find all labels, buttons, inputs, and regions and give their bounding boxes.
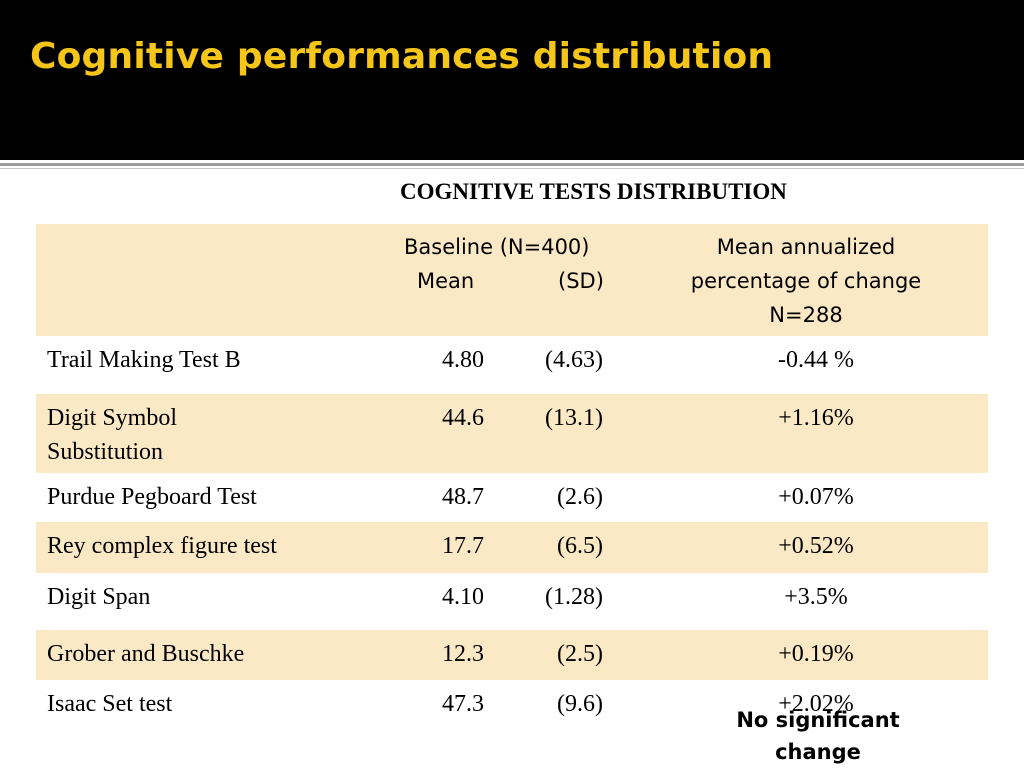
- test-name-line2: Substitution: [47, 439, 164, 465]
- change-value: -0.44 %: [778, 347, 854, 373]
- change-value: +0.19%: [778, 641, 854, 667]
- header-change-line2: percentage of change: [690, 269, 922, 293]
- table-header-row: Baseline (N=400) Mean (SD) Mean annualiz…: [36, 224, 988, 336]
- no-significant-change-note: No significant change: [700, 704, 936, 768]
- sd-value: (9.6): [557, 691, 603, 717]
- test-name: Purdue Pegboard Test: [47, 484, 257, 510]
- sd-value: (2.5): [557, 641, 603, 667]
- sd-value: (1.28): [545, 584, 603, 610]
- sd-value: (6.5): [557, 533, 603, 559]
- change-value: +1.16%: [778, 405, 854, 431]
- table-row: Rey complex figure test 17.7 (6.5) +0.52…: [36, 522, 988, 573]
- mean-value: 48.7: [442, 484, 484, 510]
- sd-value: (2.6): [557, 484, 603, 510]
- header-mean: Mean: [417, 269, 475, 293]
- mean-value: 4.80: [442, 347, 484, 373]
- change-value: +0.52%: [778, 533, 854, 559]
- table-row: Trail Making Test B 4.80 (4.63) -0.44 %: [36, 336, 988, 394]
- mean-value: 17.7: [442, 533, 484, 559]
- header-sd: (SD): [558, 269, 604, 293]
- table-row: Purdue Pegboard Test 48.7 (2.6) +0.07%: [36, 473, 988, 522]
- table-caption: COGNITIVE TESTS DISTRIBUTION: [400, 179, 787, 204]
- slide-title: Cognitive performances distribution: [30, 36, 774, 77]
- mean-value: 12.3: [442, 641, 484, 667]
- table-row: Grober and Buschke 12.3 (2.5) +0.19%: [36, 630, 988, 680]
- table-row: Digit Span 4.10 (1.28) +3.5%: [36, 573, 988, 630]
- sd-value: (4.63): [545, 347, 603, 373]
- test-name: Trail Making Test B: [47, 347, 241, 373]
- divider-thin: [0, 168, 1024, 169]
- title-bar: Cognitive performances distribution: [0, 0, 1024, 160]
- table-row: Isaac Set test 47.3 (9.6) +2.02%: [36, 680, 988, 730]
- note-line2: change: [775, 740, 861, 764]
- mean-value: 47.3: [442, 691, 484, 717]
- divider-thick: [0, 163, 1024, 166]
- header-change-line1: Mean annualized: [716, 235, 896, 259]
- test-name: Grober and Buschke: [47, 641, 245, 667]
- header-baseline: Baseline (N=400): [404, 235, 590, 259]
- mean-value: 4.10: [442, 584, 484, 610]
- test-name: Rey complex figure test: [47, 533, 277, 559]
- test-name: Digit Span: [47, 584, 151, 610]
- change-value: +2.02%: [778, 691, 854, 717]
- sd-value: (13.1): [545, 405, 603, 431]
- change-value: +0.07%: [778, 484, 854, 510]
- header-change-line3: N=288: [769, 303, 843, 327]
- change-value: +3.5%: [784, 584, 848, 610]
- test-name: Digit Symbol: [47, 405, 178, 431]
- note-line1: No significant: [736, 708, 900, 732]
- mean-value: 44.6: [442, 405, 484, 431]
- test-name: Isaac Set test: [47, 691, 173, 717]
- table-row: Digit Symbol Substitution 44.6 (13.1) +1…: [36, 394, 988, 473]
